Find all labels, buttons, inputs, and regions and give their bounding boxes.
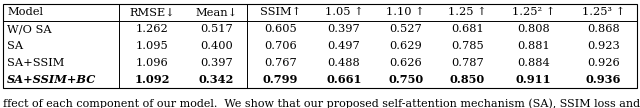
Text: 0.626: 0.626 (389, 58, 422, 68)
Text: SA: SA (7, 41, 23, 51)
Text: 0.787: 0.787 (451, 58, 484, 68)
Text: 0.605: 0.605 (264, 24, 296, 34)
Text: 0.850: 0.850 (450, 74, 485, 85)
Text: 1.10 ↑: 1.10 ↑ (387, 7, 425, 17)
Text: 1.095: 1.095 (136, 41, 169, 51)
Text: SA+SSIM: SA+SSIM (7, 58, 65, 68)
Text: 0.881: 0.881 (517, 41, 550, 51)
Text: 1.262: 1.262 (136, 24, 169, 34)
Text: RMSE↓: RMSE↓ (130, 7, 175, 17)
Text: 0.767: 0.767 (264, 58, 296, 68)
Text: 1.25 ↑: 1.25 ↑ (448, 7, 486, 17)
Bar (3, 4, 637, 88)
Text: 0.868: 0.868 (587, 24, 620, 34)
Text: 0.808: 0.808 (517, 24, 550, 34)
Text: 0.517: 0.517 (200, 24, 233, 34)
Text: 0.681: 0.681 (451, 24, 484, 34)
Text: 1.25² ↑: 1.25² ↑ (512, 7, 556, 17)
Text: SA+SSIM+BC: SA+SSIM+BC (7, 74, 96, 85)
Text: 1.092: 1.092 (135, 74, 170, 85)
Text: 0.629: 0.629 (389, 41, 422, 51)
Text: 0.497: 0.497 (328, 41, 360, 51)
Text: W/O SA: W/O SA (7, 24, 52, 34)
Text: 0.936: 0.936 (586, 74, 621, 85)
Text: SSIM↑: SSIM↑ (260, 7, 301, 17)
Text: 0.342: 0.342 (198, 74, 234, 85)
Text: 0.527: 0.527 (389, 24, 422, 34)
Text: 0.488: 0.488 (328, 58, 360, 68)
Text: 1.096: 1.096 (136, 58, 169, 68)
Text: ffect of each component of our model.  We show that our proposed self-attention : ffect of each component of our model. We… (3, 98, 640, 108)
Text: Model: Model (7, 7, 43, 17)
Text: 1.25³ ↑: 1.25³ ↑ (582, 7, 625, 17)
Text: 0.923: 0.923 (587, 41, 620, 51)
Text: 0.926: 0.926 (587, 58, 620, 68)
Text: 0.799: 0.799 (262, 74, 298, 85)
Text: 0.400: 0.400 (200, 41, 233, 51)
Text: 0.706: 0.706 (264, 41, 296, 51)
Text: 0.884: 0.884 (517, 58, 550, 68)
Text: 0.397: 0.397 (328, 24, 360, 34)
Text: Mean↓: Mean↓ (195, 7, 237, 17)
Text: 0.397: 0.397 (200, 58, 233, 68)
Text: 1.05 ↑: 1.05 ↑ (324, 7, 364, 17)
Text: 0.661: 0.661 (326, 74, 362, 85)
Text: 0.785: 0.785 (451, 41, 484, 51)
Text: 0.911: 0.911 (516, 74, 552, 85)
Text: 0.750: 0.750 (388, 74, 423, 85)
